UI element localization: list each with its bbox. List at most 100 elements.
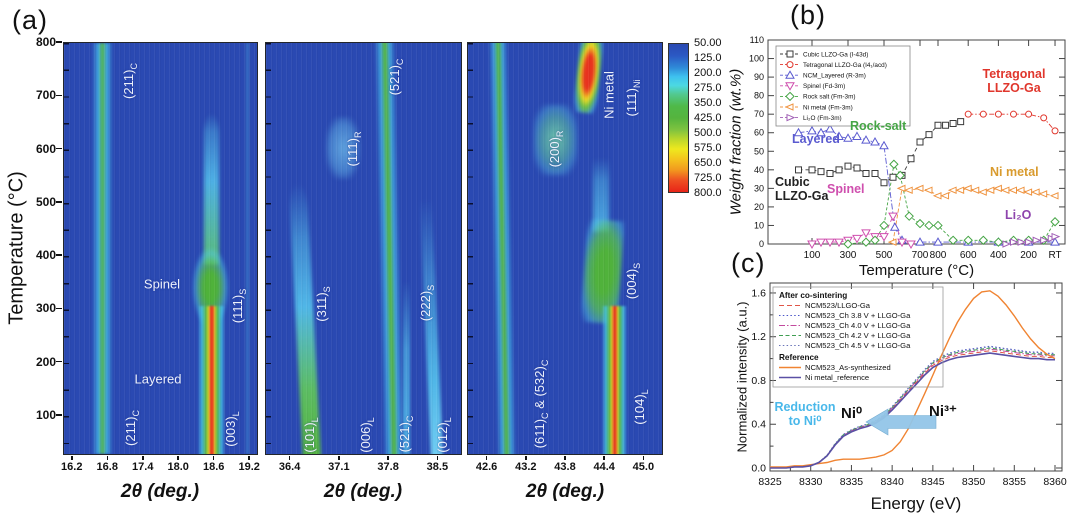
- series-marker: [897, 238, 907, 248]
- series-marker: [861, 135, 871, 144]
- c-x-tick-label: 8345: [921, 476, 945, 488]
- a-x-tick-mark: [248, 456, 250, 460]
- a-y-tick-labels: 800 700 600 500 400 300 200 100: [22, 0, 56, 522]
- chart-annotation: Layered: [792, 132, 840, 146]
- b-y-tick-label: 0: [759, 239, 764, 249]
- series-marker: [942, 121, 950, 129]
- series-marker: [816, 238, 826, 248]
- colorbar-label: 500.0: [694, 127, 722, 139]
- series-marker: [949, 119, 957, 127]
- series-marker: [870, 235, 880, 245]
- annotation-subscript: R: [554, 130, 565, 138]
- series-marker: [895, 170, 905, 181]
- series-marker: [904, 211, 914, 221]
- series-marker: [978, 235, 989, 245]
- series-marker: [1025, 238, 1034, 246]
- a-x-tick-label: 18.6: [203, 461, 225, 473]
- series-marker: [807, 240, 817, 250]
- series-marker: [906, 240, 916, 250]
- series-marker: [1051, 127, 1059, 135]
- heatmap-2-x-ticks: 36.4 37.1 37.8 38.5: [265, 456, 462, 476]
- b-x-tick-label: 500: [876, 250, 893, 261]
- series-marker: [889, 159, 899, 169]
- chart-annotation: Ni metal: [990, 165, 1039, 179]
- series-marker: [1040, 236, 1049, 245]
- annotation-subscript: C: [128, 63, 139, 70]
- a-x-tick-label: 37.8: [377, 461, 399, 473]
- series-marker: [843, 133, 853, 142]
- chart-annotation: Spinel: [827, 182, 865, 196]
- a-x-tick-label: 42.6: [475, 461, 498, 473]
- series-marker: [1051, 232, 1061, 241]
- c-cosintered-curve: [770, 346, 1055, 469]
- c-y-tick-label: 1.2: [751, 331, 766, 343]
- heatmap-annotation: (101)L: [302, 417, 320, 453]
- series-marker: [914, 184, 924, 193]
- heatmap-annotation: Ni metal: [601, 71, 617, 119]
- heatmap-1-x-ticks: 16.2 16.8 17.4 18.0 18.6 19.2: [61, 456, 260, 476]
- annotation-subscript: R: [352, 131, 363, 139]
- a-y-tick-label: 200: [35, 354, 56, 369]
- c-legend-label: NCM523/LLGO-Ga: [805, 301, 871, 310]
- a-y-tick-label: 500: [35, 194, 56, 209]
- heatmap-stripe: [601, 306, 628, 454]
- series-marker: [1010, 238, 1019, 246]
- series-marker: [896, 184, 906, 193]
- a-x-tick-mark: [288, 456, 291, 460]
- series-marker: [924, 220, 934, 231]
- series-marker: [784, 103, 794, 111]
- colorbar-label: 275.0: [694, 82, 722, 94]
- b-y-tick-label: 30: [754, 183, 764, 193]
- a-x-tick-label: 19.2: [238, 461, 260, 473]
- series-marker: [915, 218, 925, 229]
- chart-annotation: Ni⁰: [841, 405, 863, 422]
- b-y-tick-label: 20: [754, 202, 764, 212]
- series-marker: [963, 235, 973, 245]
- a-x-tick-label: 16.2: [61, 461, 83, 473]
- a-y-tick-label: 600: [35, 141, 56, 156]
- series-marker: [852, 131, 862, 140]
- series-marker: [786, 61, 794, 69]
- c-legend-box: [772, 286, 944, 388]
- a-y-tick-label: 100: [35, 408, 56, 423]
- c-x-tick-label: 8330: [799, 476, 823, 488]
- series-marker: [879, 140, 889, 150]
- series-marker: [1030, 188, 1040, 196]
- intensity-colorbar: [668, 43, 689, 193]
- annotation-subscript: S: [237, 288, 248, 295]
- c-ni-metal-curve: [770, 352, 1055, 469]
- c-x-tick-label: 8340: [880, 476, 904, 488]
- series-marker: [807, 125, 817, 135]
- series-marker: [1050, 217, 1060, 227]
- series-marker: [785, 82, 795, 91]
- series-marker: [903, 186, 913, 194]
- heatmap-annotation: (004)S: [624, 262, 642, 300]
- series-marker: [861, 237, 871, 247]
- a-y-tick-mark: [56, 414, 62, 416]
- a-x-tick-label: 17.4: [132, 461, 154, 473]
- annotation-subscript: C: [130, 410, 141, 417]
- b-legend-box: [775, 45, 911, 127]
- heatmap-annotation: (012)L: [435, 417, 453, 453]
- a-x-tick-mark: [564, 456, 566, 460]
- heatmap-annotation: (521)C: [397, 415, 415, 453]
- a-x-tick-mark: [106, 456, 108, 460]
- a-y-tick-mark: [56, 94, 62, 97]
- series-marker: [852, 234, 862, 244]
- heatmap-annotation: Layered: [134, 371, 182, 387]
- a-x-axis-title-3: 2θ (deg.): [525, 481, 605, 502]
- chart-annotation: Reduction to Ni⁰: [774, 400, 836, 428]
- annotation-subscript: L: [365, 417, 376, 423]
- b-legend-label: Spinel (Fd-3m): [803, 83, 845, 90]
- series-marker: [1025, 110, 1033, 118]
- b-x-tick-label: 600: [960, 250, 977, 261]
- series-marker: [933, 220, 943, 231]
- heatmap-stripe: [198, 306, 226, 454]
- colorbar-label: 350.0: [694, 97, 722, 109]
- heatmap-annotation: (111)Ni: [624, 79, 642, 117]
- b-y-tick-label: 100: [749, 54, 764, 64]
- b-x-tick-label: 800: [930, 250, 947, 261]
- c-x-tick-label: 8350: [962, 476, 986, 488]
- series-marker: [1023, 188, 1033, 196]
